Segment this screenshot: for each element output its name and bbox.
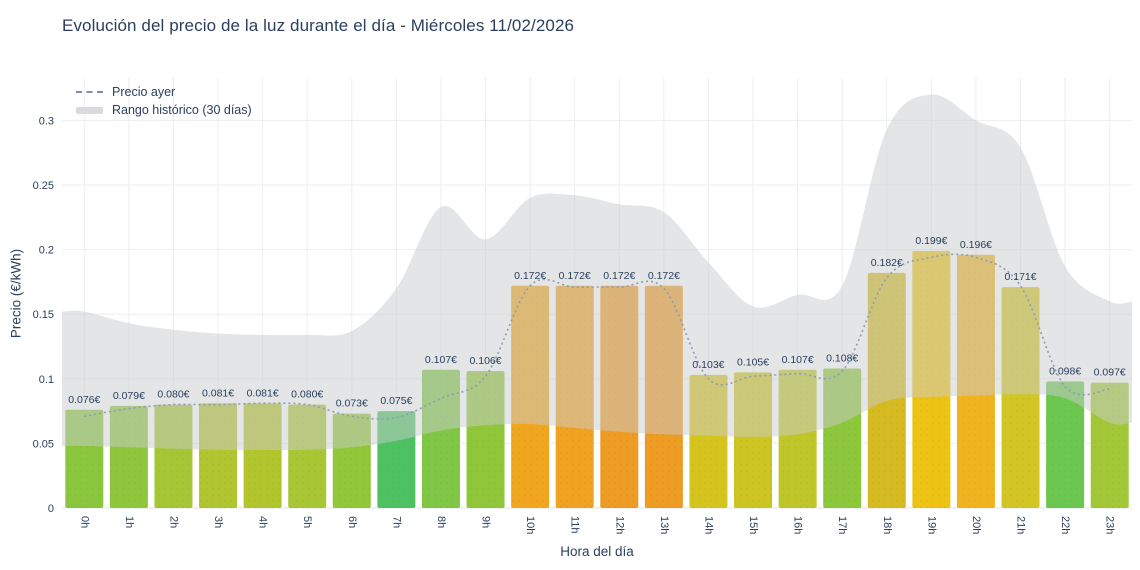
x-axis-ticks: 0h 1h 2h 3h 4h 5h 6h 7h 8h 9h 10h 11h 12h 13h 14h 15h 16… [78, 516, 1115, 534]
yesterday-price-line [84, 253, 1110, 420]
x-tick-4h: 4h [257, 516, 269, 528]
bar-label-5h: 0.080€ [291, 389, 323, 401]
bar-label-12h: 0.172€ [603, 270, 635, 282]
x-tick-11h: 11h [569, 516, 581, 534]
x-tick-8h: 8h [435, 516, 447, 528]
bar-value-labels: 0.076€ 0.079€ 0.080€ 0.081€ 0.081€ 0.080€ 0.07… [68, 235, 1126, 410]
x-tick-19h: 19h [925, 516, 937, 534]
legend-item-precio-ayer[interactable]: Precio ayer [76, 85, 252, 99]
x-tick-1h: 1h [123, 516, 135, 528]
bar-label-20h: 0.196€ [960, 239, 992, 251]
x-tick-23h: 23h [1104, 516, 1116, 534]
bar-label-16h: 0.107€ [782, 354, 814, 366]
y-tick-0.25: 0.25 [33, 180, 54, 192]
y-axis-title: Precio (€/kWh) [8, 248, 24, 339]
x-axis-title: Hora del día [560, 544, 634, 559]
historical-range-band [62, 94, 1132, 451]
legend-item-rango-historico[interactable]: Rango histórico (30 días) [76, 103, 252, 117]
y-tick-0.3: 0.3 [39, 115, 54, 127]
x-tick-12h: 12h [613, 516, 625, 534]
x-tick-9h: 9h [480, 516, 492, 528]
bar-label-15h: 0.105€ [737, 356, 769, 368]
bar-label-14h: 0.103€ [692, 359, 724, 371]
x-tick-7h: 7h [390, 516, 402, 528]
x-tick-6h: 6h [346, 516, 358, 528]
bar-label-18h: 0.182€ [871, 257, 903, 269]
x-tick-15h: 15h [747, 516, 759, 534]
chart-title: Evolución del precio de la luz durante e… [62, 16, 575, 35]
x-tick-14h: 14h [702, 516, 714, 534]
x-tick-22h: 22h [1059, 516, 1071, 534]
bar-label-3h: 0.081€ [202, 387, 234, 399]
bar-texture [1046, 381, 1085, 508]
bar-label-4h: 0.081€ [247, 387, 279, 399]
dashed-line-swatch-icon [76, 91, 103, 93]
x-tick-0h: 0h [78, 516, 90, 528]
bar-label-10h: 0.172€ [514, 270, 546, 282]
x-tick-3h: 3h [212, 516, 224, 528]
y-tick-0.15: 0.15 [33, 309, 54, 321]
bar-label-0h: 0.076€ [68, 394, 100, 406]
y-tick-0.2: 0.2 [39, 245, 54, 257]
bar-label-13h: 0.172€ [648, 270, 680, 282]
x-tick-18h: 18h [881, 516, 893, 534]
bar-label-23h: 0.097€ [1094, 367, 1126, 379]
x-tick-20h: 20h [970, 516, 982, 534]
bar-label-17h: 0.108€ [826, 352, 858, 364]
bar-label-11h: 0.172€ [559, 270, 591, 282]
bar-label-2h: 0.080€ [157, 389, 189, 401]
y-tick-0.05: 0.05 [33, 438, 54, 450]
x-tick-17h: 17h [836, 516, 848, 534]
x-tick-5h: 5h [301, 516, 313, 528]
x-tick-21h: 21h [1015, 516, 1027, 534]
y-tick-0.1: 0.1 [39, 374, 54, 386]
band-swatch-icon [76, 106, 103, 114]
y-tick-0: 0 [48, 503, 54, 515]
bar-label-22h: 0.098€ [1049, 365, 1081, 377]
bar-label-6h: 0.073€ [336, 398, 368, 410]
x-tick-13h: 13h [658, 516, 670, 534]
y-axis-ticks: 0 0.05 0.1 0.15 0.2 0.25 0.3 [33, 115, 54, 515]
x-tick-16h: 16h [792, 516, 804, 534]
bar-label-9h: 0.106€ [469, 355, 501, 367]
bar-label-1h: 0.079€ [113, 390, 145, 402]
bar-label-8h: 0.107€ [425, 354, 457, 366]
x-tick-2h: 2h [167, 516, 179, 528]
bar-label-21h: 0.171€ [1004, 271, 1036, 283]
legend-label-rango-historico: Rango histórico (30 días) [112, 103, 252, 117]
x-tick-10h: 10h [524, 516, 536, 534]
legend-label-precio-ayer: Precio ayer [112, 85, 176, 99]
chart-legend: Precio ayer Rango histórico (30 días) [76, 85, 252, 117]
bar-label-19h: 0.199€ [915, 235, 947, 247]
bar-label-7h: 0.075€ [380, 395, 412, 407]
